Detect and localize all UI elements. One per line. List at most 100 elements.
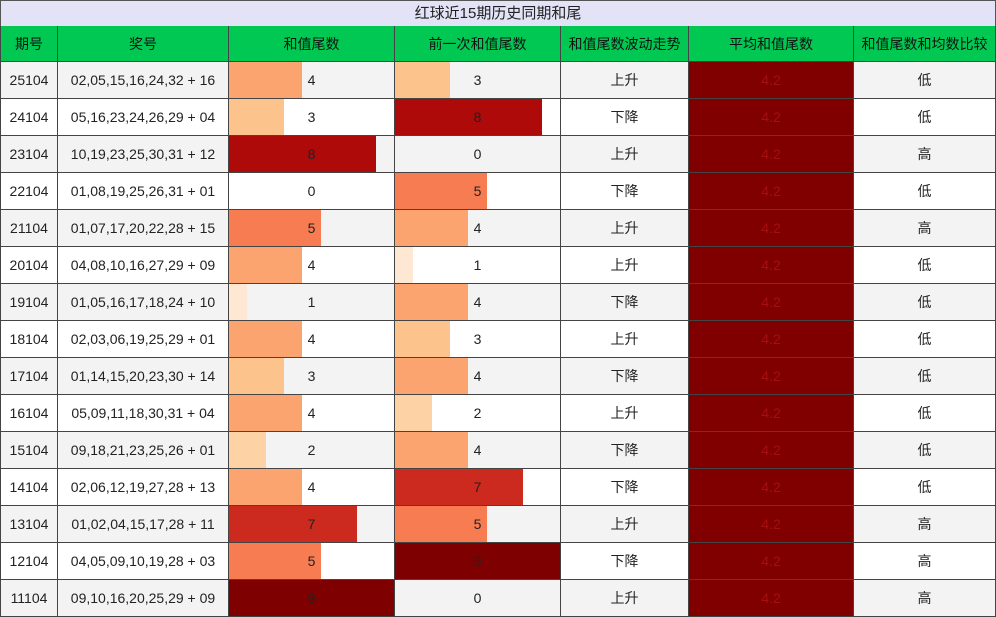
- table-cell: 04,05,09,10,19,28 + 03: [58, 543, 229, 580]
- cell-text: 12104: [9, 553, 49, 569]
- cell-text: 01,02,04,15,17,28 + 11: [71, 516, 215, 532]
- table-cell: 上升: [561, 210, 689, 247]
- cell-text: 9: [473, 553, 482, 569]
- table-cell: 5: [395, 506, 561, 543]
- table-cell: 0: [395, 580, 561, 617]
- table-cell: 4.2: [689, 99, 854, 136]
- cell-text: 09,18,21,23,25,26 + 01: [70, 442, 216, 458]
- table-cell: 0: [395, 136, 561, 173]
- table-cell: 上升: [561, 62, 689, 99]
- cell-text: 4.2: [761, 257, 781, 273]
- data-bar: [395, 321, 450, 357]
- table-cell: 17104: [0, 358, 58, 395]
- table-cell: 下降: [561, 469, 689, 506]
- cell-text: 4: [473, 442, 482, 458]
- cell-text: 低: [917, 109, 932, 125]
- cell-text: 4.2: [761, 516, 781, 532]
- table-cell: 3: [229, 99, 395, 136]
- data-bar: [395, 173, 487, 209]
- table-cell: 7: [395, 469, 561, 506]
- cell-text: 4: [307, 257, 316, 273]
- table-cell: 8: [229, 136, 395, 173]
- table-cell: 4.2: [689, 506, 854, 543]
- data-bar: [229, 469, 303, 505]
- data-bar: [395, 432, 469, 468]
- header-text: 奖号: [129, 35, 157, 52]
- table-cell: 4: [229, 469, 395, 506]
- header-text: 前一次和值尾数: [428, 35, 527, 52]
- cell-text: 下降: [610, 442, 639, 458]
- table-cell: 18104: [0, 321, 58, 358]
- cell-text: 4.2: [761, 72, 781, 88]
- cell-text: 1: [307, 294, 316, 310]
- table-cell: 4.2: [689, 247, 854, 284]
- header-cell: 和值尾数和均数比较: [854, 26, 996, 62]
- table-cell: 上升: [561, 321, 689, 358]
- table-cell: 20104: [0, 247, 58, 284]
- cell-text: 4.2: [761, 146, 781, 162]
- data-bar: [395, 210, 469, 246]
- table-cell: 5: [395, 173, 561, 210]
- table-cell: 上升: [561, 136, 689, 173]
- table-cell: 下降: [561, 173, 689, 210]
- cell-text: 4: [473, 220, 482, 236]
- data-bar: [395, 284, 469, 320]
- cell-text: 低: [917, 72, 932, 88]
- cell-text: 4.2: [761, 220, 781, 236]
- table-cell: 2: [229, 432, 395, 469]
- table-cell: 01,08,19,25,26,31 + 01: [58, 173, 229, 210]
- cell-text: 低: [917, 442, 932, 458]
- cell-text: 下降: [610, 479, 639, 495]
- cell-text: 19104: [9, 294, 49, 310]
- table-cell: 4.2: [689, 62, 854, 99]
- cell-text: 2: [307, 442, 316, 458]
- cell-text: 3: [473, 72, 482, 88]
- table-cell: 高: [854, 506, 996, 543]
- cell-text: 4: [307, 405, 316, 421]
- table-cell: 4.2: [689, 136, 854, 173]
- cell-text: 25104: [9, 72, 49, 88]
- data-bar: [229, 136, 376, 172]
- cell-text: 2: [473, 405, 482, 421]
- cell-text: 0: [473, 590, 482, 606]
- table-cell: 19104: [0, 284, 58, 321]
- cell-text: 4.2: [761, 294, 781, 310]
- cell-text: 下降: [610, 183, 639, 199]
- cell-text: 04,08,10,16,27,29 + 09: [70, 257, 216, 273]
- table-cell: 3: [395, 321, 561, 358]
- cell-text: 8: [307, 146, 316, 162]
- cell-text: 高: [917, 516, 932, 532]
- header-cell: 和值尾数: [229, 26, 395, 62]
- data-bar: [229, 506, 358, 542]
- data-bar: [229, 210, 321, 246]
- cell-text: 4: [307, 72, 316, 88]
- data-bar: [395, 62, 450, 98]
- cell-text: 低: [917, 405, 932, 421]
- cell-text: 4.2: [761, 479, 781, 495]
- table-cell: 02,05,15,16,24,32 + 16: [58, 62, 229, 99]
- cell-text: 上升: [610, 220, 639, 236]
- table-cell: 4.2: [689, 469, 854, 506]
- cell-text: 20104: [9, 257, 49, 273]
- header-cell: 平均和值尾数: [689, 26, 854, 62]
- table-cell: 高: [854, 543, 996, 580]
- cell-text: 02,03,06,19,25,29 + 01: [70, 331, 216, 347]
- cell-text: 02,06,12,19,27,28 + 13: [70, 479, 216, 495]
- cell-text: 15104: [9, 442, 49, 458]
- table-cell: 01,02,04,15,17,28 + 11: [58, 506, 229, 543]
- table-cell: 4.2: [689, 395, 854, 432]
- table-title: 红球近15期历史同期和尾: [0, 0, 996, 27]
- data-bar: [395, 469, 524, 505]
- table-cell: 15104: [0, 432, 58, 469]
- cell-text: 上升: [610, 257, 639, 273]
- cell-text: 22104: [9, 183, 49, 199]
- cell-text: 01,05,16,17,18,24 + 10: [70, 294, 216, 310]
- cell-text: 4: [307, 479, 316, 495]
- table-cell: 下降: [561, 99, 689, 136]
- data-bar: [229, 62, 303, 98]
- table-cell: 25104: [0, 62, 58, 99]
- table-cell: 高: [854, 580, 996, 617]
- table-cell: 4: [395, 358, 561, 395]
- table-cell: 下降: [561, 358, 689, 395]
- header-cell: 奖号: [58, 26, 229, 62]
